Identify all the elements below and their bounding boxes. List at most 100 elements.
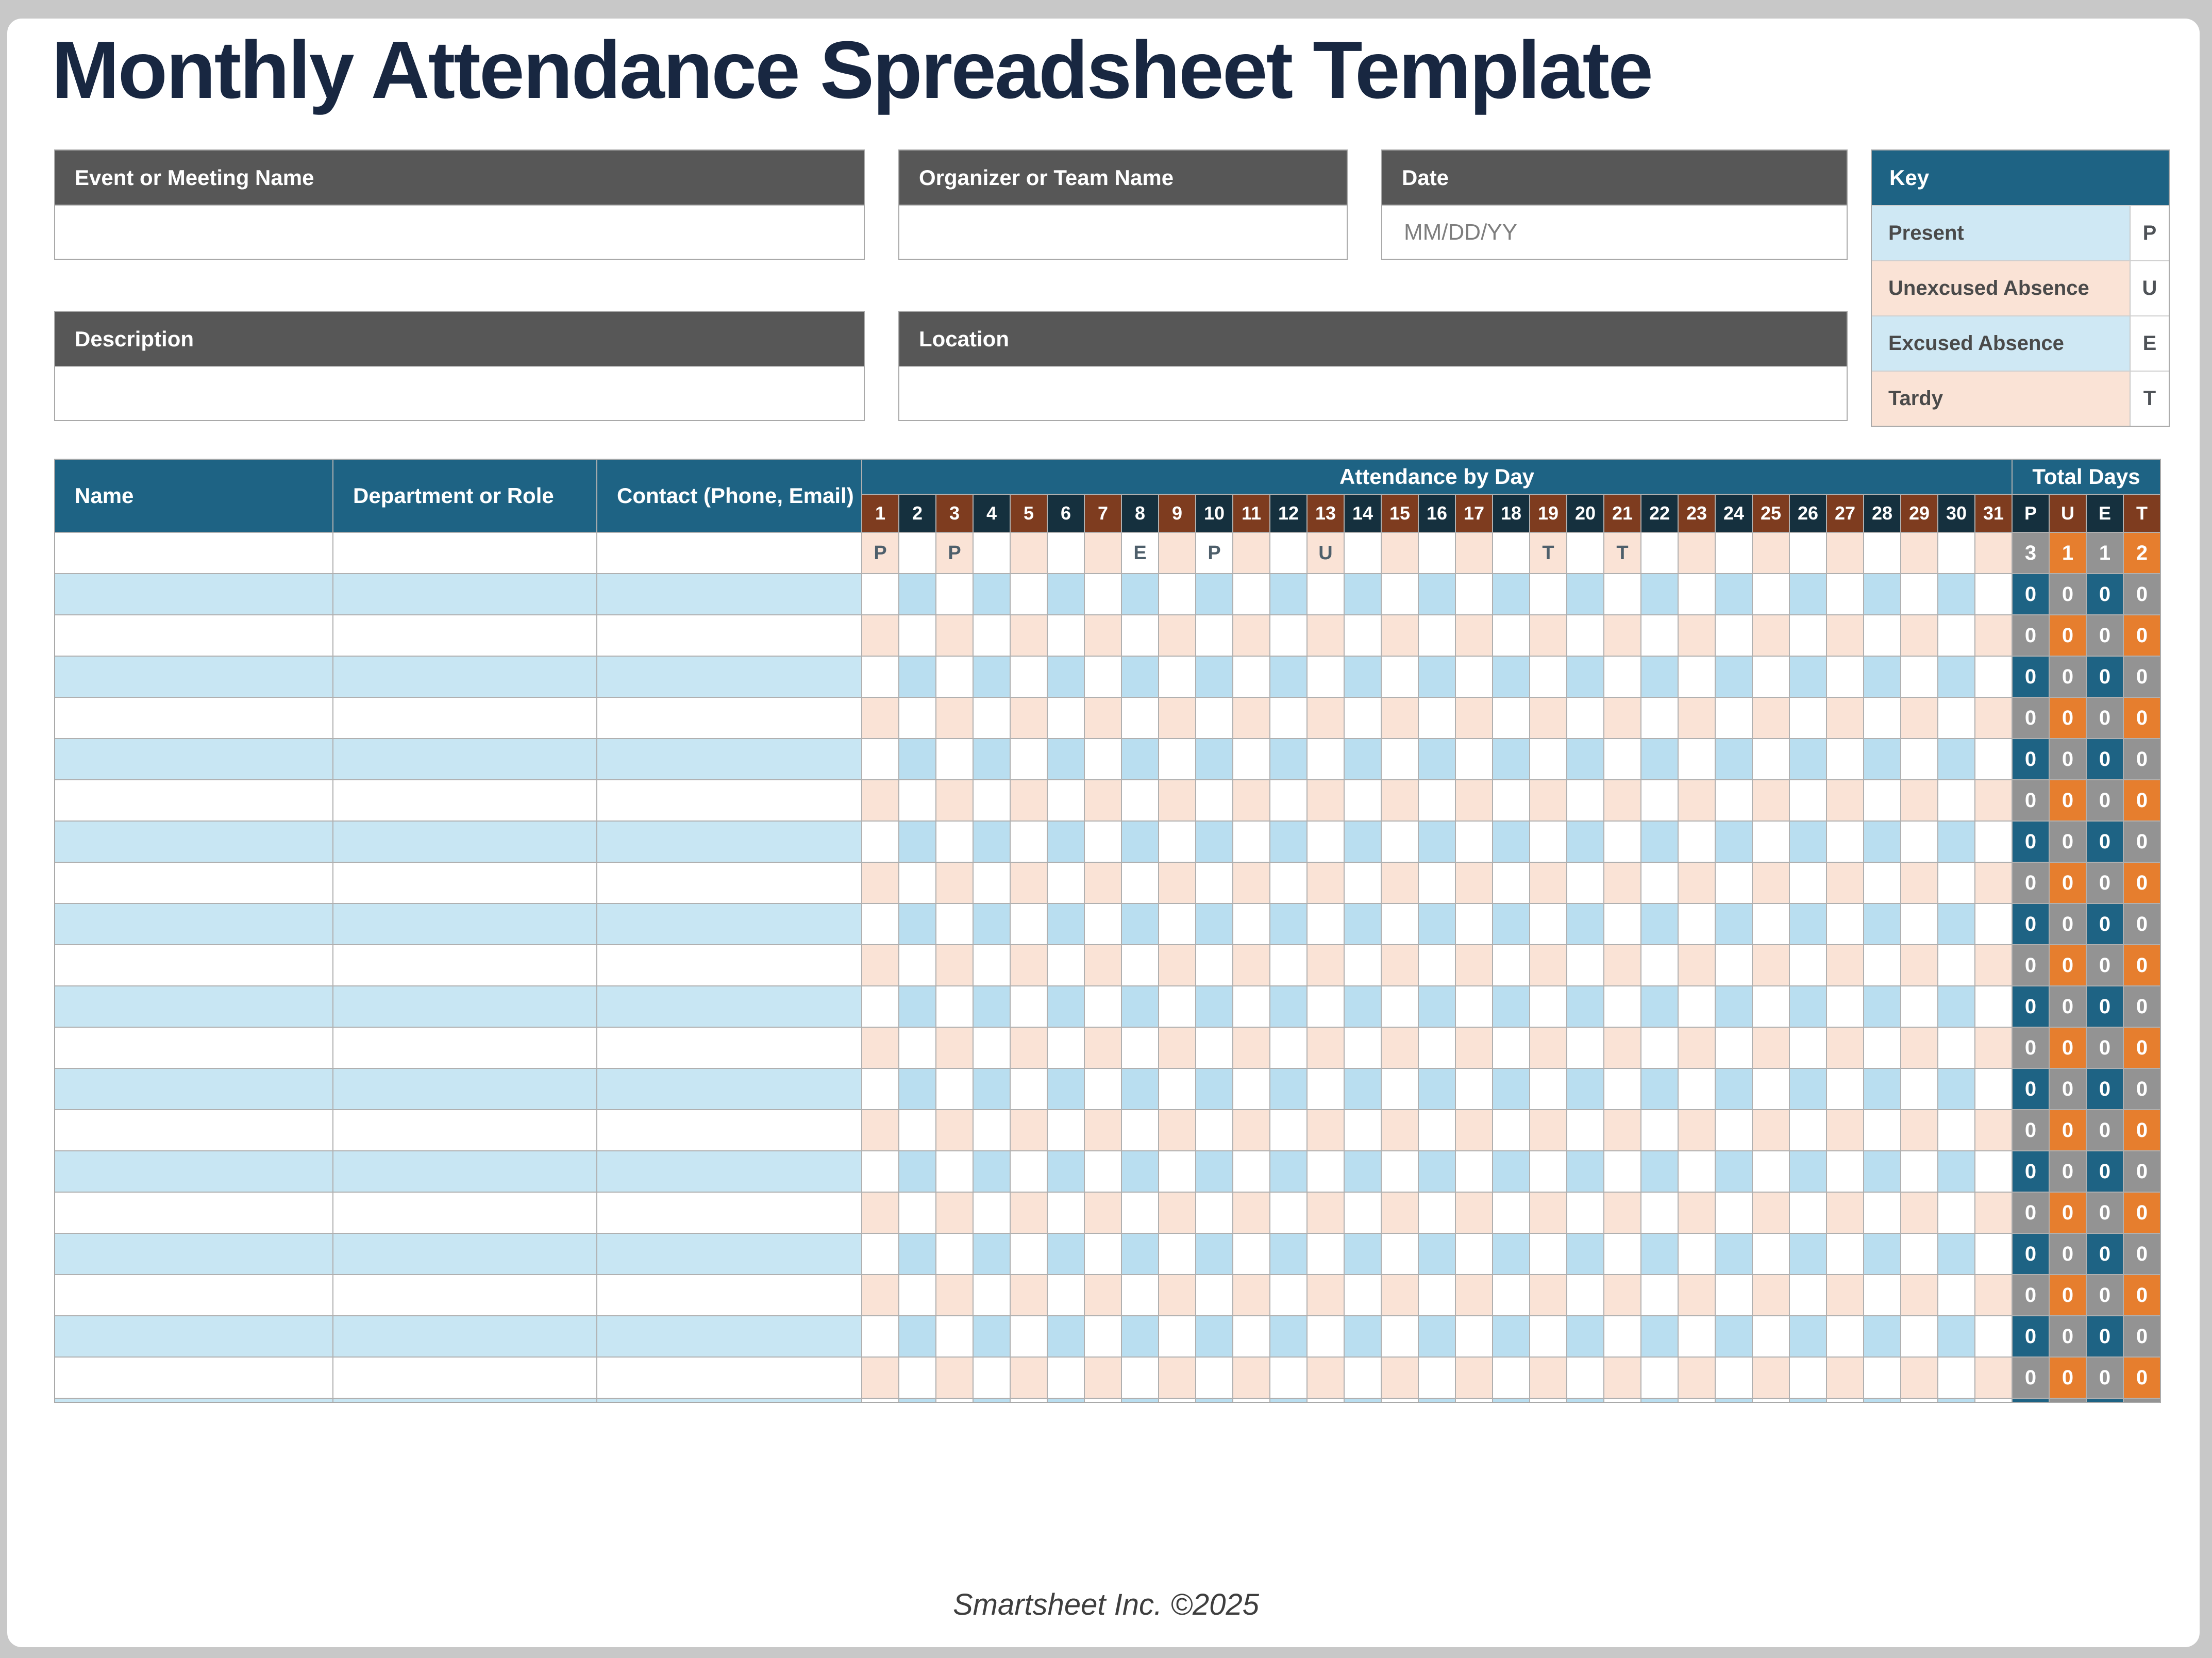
attendance-cell[interactable] [936, 945, 973, 985]
total-cell[interactable]: 2 [2124, 533, 2160, 573]
attendance-cell[interactable] [1938, 1316, 1974, 1356]
attendance-cell[interactable] [1827, 1275, 1863, 1315]
attendance-cell[interactable] [1419, 533, 1455, 573]
attendance-cell[interactable] [1716, 1358, 1752, 1398]
attendance-cell[interactable] [1753, 1110, 1789, 1150]
total-cell[interactable]: 0 [2050, 1110, 2086, 1150]
total-cell[interactable]: 0 [2124, 986, 2160, 1027]
total-cell[interactable]: 0 [2124, 1069, 2160, 1109]
attendance-cell[interactable] [1048, 739, 1084, 779]
attendance-cell[interactable] [974, 1358, 1010, 1398]
total-cell[interactable]: 0 [2050, 574, 2086, 614]
attendance-cell[interactable] [1456, 1028, 1492, 1068]
attendance-cell[interactable] [1456, 1358, 1492, 1398]
attendance-cell[interactable] [1604, 657, 1640, 697]
department-cell[interactable] [333, 657, 596, 697]
attendance-cell[interactable] [1530, 863, 1566, 903]
attendance-cell[interactable] [1938, 1110, 1974, 1150]
total-cell[interactable]: 0 [2087, 822, 2123, 862]
attendance-cell[interactable] [974, 863, 1010, 903]
attendance-cell[interactable] [1864, 1069, 1900, 1109]
attendance-cell[interactable] [1716, 945, 1752, 985]
attendance-cell[interactable] [936, 822, 973, 862]
event-name-input[interactable] [55, 206, 864, 259]
attendance-cell[interactable] [1382, 1069, 1418, 1109]
attendance-cell[interactable] [1122, 780, 1158, 820]
attendance-cell[interactable] [1382, 904, 1418, 944]
attendance-cell[interactable] [1753, 1069, 1789, 1109]
attendance-cell[interactable] [1975, 698, 2012, 738]
attendance-cell[interactable] [1196, 615, 1232, 656]
name-cell[interactable] [55, 1151, 332, 1192]
attendance-cell[interactable] [1641, 698, 1678, 738]
attendance-cell[interactable] [1270, 1151, 1306, 1192]
attendance-cell[interactable] [1679, 1069, 1715, 1109]
attendance-cell[interactable] [1641, 986, 1678, 1027]
attendance-cell[interactable] [1679, 1151, 1715, 1192]
attendance-cell[interactable] [1975, 574, 2012, 614]
attendance-cell[interactable] [899, 945, 935, 985]
attendance-cell[interactable] [1456, 739, 1492, 779]
total-cell[interactable]: 0 [2013, 1069, 2049, 1109]
attendance-cell[interactable] [936, 615, 973, 656]
attendance-cell[interactable] [1493, 1110, 1529, 1150]
attendance-cell[interactable] [1901, 657, 1937, 697]
attendance-cell[interactable] [1419, 822, 1455, 862]
attendance-cell[interactable] [1753, 533, 1789, 573]
total-cell[interactable]: 0 [2087, 698, 2123, 738]
total-cell[interactable]: 0 [2013, 574, 2049, 614]
attendance-cell[interactable] [1567, 780, 1603, 820]
attendance-cell[interactable] [1196, 904, 1232, 944]
attendance-cell[interactable] [974, 615, 1010, 656]
department-cell[interactable] [333, 615, 596, 656]
attendance-cell[interactable] [936, 657, 973, 697]
attendance-cell[interactable] [1679, 945, 1715, 985]
attendance-cell[interactable] [1159, 822, 1195, 862]
attendance-cell[interactable] [1159, 1234, 1195, 1274]
attendance-cell[interactable] [1122, 657, 1158, 697]
attendance-cell[interactable] [1679, 657, 1715, 697]
attendance-cell[interactable] [1270, 945, 1306, 985]
attendance-cell[interactable] [1753, 657, 1789, 697]
attendance-cell[interactable] [1233, 574, 1269, 614]
attendance-cell[interactable] [1901, 822, 1937, 862]
attendance-cell[interactable] [1530, 1028, 1566, 1068]
attendance-cell[interactable] [1567, 657, 1603, 697]
attendance-cell[interactable] [1233, 739, 1269, 779]
attendance-cell[interactable] [862, 698, 898, 738]
attendance-cell[interactable] [1790, 574, 1826, 614]
attendance-cell[interactable] [862, 1151, 898, 1192]
attendance-cell[interactable] [899, 533, 935, 573]
attendance-cell[interactable] [1085, 657, 1121, 697]
attendance-cell[interactable] [1716, 1069, 1752, 1109]
attendance-cell[interactable] [1790, 533, 1826, 573]
attendance-cell[interactable] [1864, 863, 1900, 903]
total-cell[interactable]: 0 [2087, 1193, 2123, 1233]
attendance-cell[interactable] [1159, 1069, 1195, 1109]
attendance-cell[interactable] [1196, 986, 1232, 1027]
attendance-cell[interactable] [1864, 822, 1900, 862]
attendance-cell[interactable]: P [936, 533, 973, 573]
total-cell[interactable]: 0 [2087, 904, 2123, 944]
total-cell[interactable]: 0 [2124, 574, 2160, 614]
attendance-cell[interactable]: U [1308, 533, 1344, 573]
attendance-cell[interactable] [1567, 1151, 1603, 1192]
attendance-cell[interactable] [974, 1275, 1010, 1315]
attendance-cell[interactable] [1159, 574, 1195, 614]
attendance-cell[interactable] [1901, 986, 1937, 1027]
attendance-cell[interactable] [1790, 615, 1826, 656]
attendance-cell[interactable] [1233, 780, 1269, 820]
attendance-cell[interactable] [1716, 533, 1752, 573]
attendance-cell[interactable] [1345, 822, 1381, 862]
attendance-cell[interactable] [936, 739, 973, 779]
attendance-cell[interactable] [1938, 822, 1974, 862]
attendance-cell[interactable] [1604, 945, 1640, 985]
attendance-cell[interactable] [1048, 657, 1084, 697]
attendance-cell[interactable] [862, 1316, 898, 1356]
attendance-cell[interactable] [1159, 1110, 1195, 1150]
attendance-cell[interactable] [936, 1151, 973, 1192]
attendance-cell[interactable] [1048, 574, 1084, 614]
attendance-cell[interactable] [1048, 945, 1084, 985]
attendance-cell[interactable] [1604, 1069, 1640, 1109]
attendance-cell[interactable] [1382, 1275, 1418, 1315]
